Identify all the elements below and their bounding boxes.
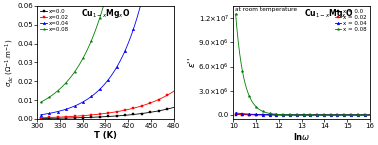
- x=0.0: [98, 116, 102, 118]
- x = 0.04: [313, 114, 318, 116]
- x=0.08: [98, 17, 102, 19]
- x = 0.02: [265, 114, 269, 116]
- Legend: x = 0.0, x = 0.02, x = 0.04, x = 0.08: x = 0.0, x = 0.02, x = 0.04, x = 0.08: [334, 9, 367, 32]
- x = 0.04: [357, 114, 361, 116]
- x=0.04: [118, 60, 122, 62]
- x = 0.0: [357, 114, 361, 116]
- x = 0.0: [313, 114, 318, 116]
- x = 0.04: [368, 114, 372, 116]
- x = 0.04: [259, 114, 264, 115]
- x = 0.02: [259, 114, 264, 116]
- x = 0.08: [259, 110, 264, 112]
- x=0.0: [172, 107, 176, 108]
- Legend: x=0.0, x=0.02, x=0.04, x=0.08: x=0.0, x=0.02, x=0.04, x=0.08: [40, 9, 70, 32]
- x=0.08: [39, 101, 43, 103]
- x=0.04: [98, 88, 102, 90]
- x = 0.02: [313, 114, 318, 116]
- x = 0.08: [357, 114, 361, 116]
- Text: Cu$_{1-x}$Mg$_x$O: Cu$_{1-x}$Mg$_x$O: [304, 7, 353, 20]
- x=0.0: [118, 115, 122, 117]
- x=0.02: [39, 117, 43, 119]
- x=0.04: [124, 46, 129, 48]
- x = 0.08: [265, 112, 269, 114]
- x = 0.04: [303, 114, 307, 116]
- x=0.0: [129, 114, 134, 116]
- x = 0.0: [361, 114, 366, 116]
- x = 0.08: [361, 114, 366, 116]
- x=0.0: [119, 115, 124, 116]
- x=0.02: [172, 90, 176, 92]
- x=0.0: [39, 118, 43, 119]
- Line: x=0.04: x=0.04: [40, 0, 175, 116]
- Line: x = 0.0: x = 0.0: [234, 113, 372, 116]
- x=0.0: [124, 114, 129, 116]
- Y-axis label: $\varepsilon$'': $\varepsilon$'': [186, 57, 197, 68]
- x = 0.0: [233, 114, 238, 115]
- x=0.02: [119, 110, 124, 112]
- x=0.04: [129, 33, 134, 35]
- x = 0.02: [303, 114, 307, 116]
- Text: at room temperature: at room temperature: [235, 7, 297, 12]
- X-axis label: ln$\omega$: ln$\omega$: [293, 130, 310, 142]
- Y-axis label: $\sigma_{dc}$ ($\Omega^{-1}$.m$^{-1}$): $\sigma_{dc}$ ($\Omega^{-1}$.m$^{-1}$): [3, 38, 16, 87]
- x = 0.08: [303, 114, 307, 116]
- x = 0.0: [368, 114, 372, 116]
- x=0.02: [98, 113, 102, 115]
- x = 0.04: [361, 114, 366, 116]
- Text: Cu$_{1-x}$Mg$_x$O: Cu$_{1-x}$Mg$_x$O: [81, 7, 130, 20]
- x=0.02: [124, 109, 129, 111]
- x=0.0: [156, 110, 161, 112]
- x = 0.02: [368, 114, 372, 116]
- Line: x = 0.02: x = 0.02: [234, 113, 372, 116]
- x = 0.08: [313, 114, 318, 116]
- x=0.04: [39, 114, 43, 116]
- x=0.02: [156, 99, 161, 100]
- X-axis label: T (K): T (K): [94, 130, 117, 139]
- Line: x = 0.08: x = 0.08: [234, 13, 372, 116]
- x = 0.04: [233, 112, 238, 114]
- x=0.02: [118, 110, 122, 112]
- Line: x=0.02: x=0.02: [40, 90, 175, 119]
- Line: x=0.0: x=0.0: [40, 106, 175, 120]
- x = 0.02: [357, 114, 361, 116]
- Line: x = 0.04: x = 0.04: [234, 112, 372, 116]
- x = 0.08: [233, 13, 238, 15]
- x = 0.0: [259, 114, 264, 116]
- x = 0.04: [265, 114, 269, 116]
- x = 0.0: [265, 114, 269, 116]
- x = 0.0: [303, 114, 307, 116]
- x = 0.08: [368, 114, 372, 116]
- x = 0.02: [361, 114, 366, 116]
- x=0.04: [119, 57, 124, 59]
- Line: x=0.08: x=0.08: [40, 0, 175, 103]
- x = 0.02: [233, 113, 238, 115]
- x=0.02: [129, 108, 134, 109]
